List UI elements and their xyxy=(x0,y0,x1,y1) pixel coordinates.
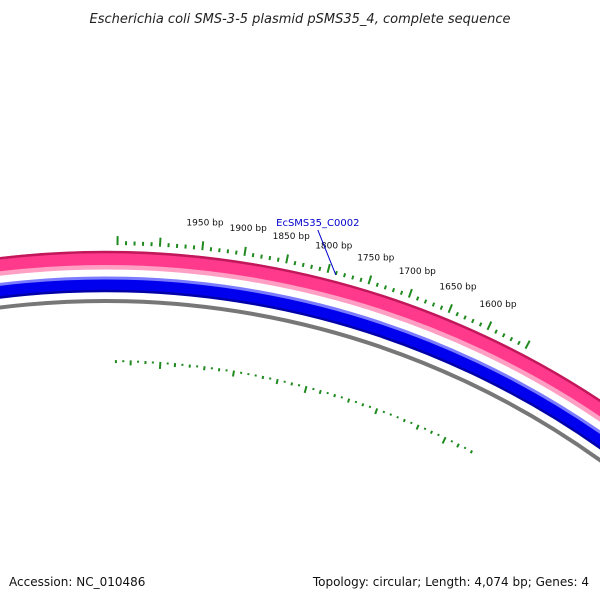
gc-skew-mark xyxy=(290,382,294,386)
gc-skew-mark xyxy=(429,430,434,435)
major-tick xyxy=(326,263,331,274)
gc-skew-mark xyxy=(463,446,467,450)
minor-tick xyxy=(501,333,506,338)
summary-label: Topology: circular; Length: 4,074 bp; Ge… xyxy=(312,575,589,589)
gc-skew-mark xyxy=(415,424,420,430)
minor-tick xyxy=(439,305,444,310)
minor-tick xyxy=(423,299,428,304)
gc-skew-mark xyxy=(261,375,265,380)
backbone-ring xyxy=(0,299,600,463)
gc-skew-mark xyxy=(340,396,344,399)
gc-skew-mark xyxy=(303,385,308,394)
gc-skew-mark xyxy=(469,450,473,454)
gc-skew-mark xyxy=(312,387,315,391)
tick-label-1600: 1600 bp xyxy=(479,300,516,310)
gc-skew-mark xyxy=(423,427,427,431)
map-title: Escherichia coli SMS-3-5 plasmid pSMS35_… xyxy=(90,12,511,27)
gene-labels: EcSMS35_C0002 xyxy=(276,218,359,276)
minor-tick xyxy=(431,302,436,307)
gc-skew-mark xyxy=(232,370,235,377)
minor-tick xyxy=(251,253,255,258)
cds-ring-forward xyxy=(0,251,600,417)
cds-ring-edge xyxy=(0,250,600,403)
minor-tick xyxy=(517,340,521,346)
gc-skew-mark xyxy=(441,436,447,444)
gc-skew-mark xyxy=(326,391,329,395)
gene-ring xyxy=(0,277,600,448)
minor-tick xyxy=(455,311,459,317)
gc-skew-mark xyxy=(396,416,399,419)
minor-tick xyxy=(359,277,363,283)
minor-tick xyxy=(478,322,483,327)
major-tick xyxy=(285,254,289,264)
minor-tick xyxy=(463,315,467,320)
gc-skew-mark xyxy=(354,400,358,404)
minor-tick xyxy=(318,266,322,272)
gene-ring-highlight xyxy=(0,276,600,435)
minor-tick xyxy=(399,290,404,296)
gc-skew-mark xyxy=(368,405,372,409)
gc-skew-mark xyxy=(402,418,406,423)
minor-tick xyxy=(383,285,387,290)
gc-skew-mark xyxy=(382,410,386,414)
gc-skew-mark xyxy=(361,403,365,407)
minor-tick xyxy=(375,282,379,288)
minor-tick xyxy=(209,247,213,252)
gc-skew-mark xyxy=(347,398,351,403)
gc-skew-mark xyxy=(297,384,301,387)
tick-label-1650: 1650 bp xyxy=(439,283,476,293)
gc-skew-mark xyxy=(203,366,206,371)
minor-tick xyxy=(235,250,238,255)
minor-tick xyxy=(276,257,280,262)
major-tick xyxy=(158,237,162,247)
gene-ring-edge xyxy=(0,289,600,450)
minor-tick xyxy=(351,275,355,280)
gc-skew-mark xyxy=(450,439,454,443)
major-tick xyxy=(407,288,413,298)
gc-skew-mark xyxy=(374,408,379,415)
gc-skew-mark xyxy=(275,378,279,385)
major-tick xyxy=(524,340,531,350)
major-tick xyxy=(447,304,453,314)
gc-skew-mark xyxy=(410,421,413,425)
sequence-rings xyxy=(0,250,600,463)
minor-tick xyxy=(343,273,347,278)
gc-skew-marks xyxy=(114,360,473,454)
major-tick xyxy=(201,241,205,251)
minor-tick xyxy=(301,262,305,268)
minor-tick xyxy=(218,248,221,253)
tick-label-1700: 1700 bp xyxy=(399,267,436,277)
tick-label-1850: 1850 bp xyxy=(273,232,310,242)
major-tick xyxy=(243,246,247,256)
gc-skew-mark xyxy=(318,389,322,395)
minor-tick xyxy=(268,255,272,261)
tick-label-1800: 1800 bp xyxy=(315,242,352,252)
minor-tick xyxy=(293,260,297,266)
gc-skew-mark xyxy=(333,393,337,398)
minor-tick xyxy=(310,264,313,270)
major-tick xyxy=(486,321,493,331)
gene-label: EcSMS35_C0002 xyxy=(276,218,359,229)
tick-label-1950: 1950 bp xyxy=(186,218,223,228)
tick-label-1750: 1750 bp xyxy=(357,253,394,263)
major-tick xyxy=(367,275,373,285)
gene-label-leader xyxy=(317,229,337,276)
gc-skew-mark xyxy=(437,433,440,437)
minor-tick xyxy=(260,254,263,259)
tick-label-1900: 1900 bp xyxy=(230,224,267,234)
gc-skew-mark xyxy=(456,443,460,448)
accession-label: Accession: NC_010486 xyxy=(9,575,145,589)
gc-skew-mark xyxy=(158,361,162,369)
minor-tick xyxy=(226,249,230,254)
minor-tick xyxy=(494,329,498,334)
minor-tick xyxy=(509,336,514,342)
gc-skew-mark xyxy=(389,413,393,416)
minor-tick xyxy=(415,296,420,301)
minor-tick xyxy=(391,287,396,293)
cds-ring-highlight xyxy=(0,260,600,422)
minor-tick xyxy=(471,318,475,324)
